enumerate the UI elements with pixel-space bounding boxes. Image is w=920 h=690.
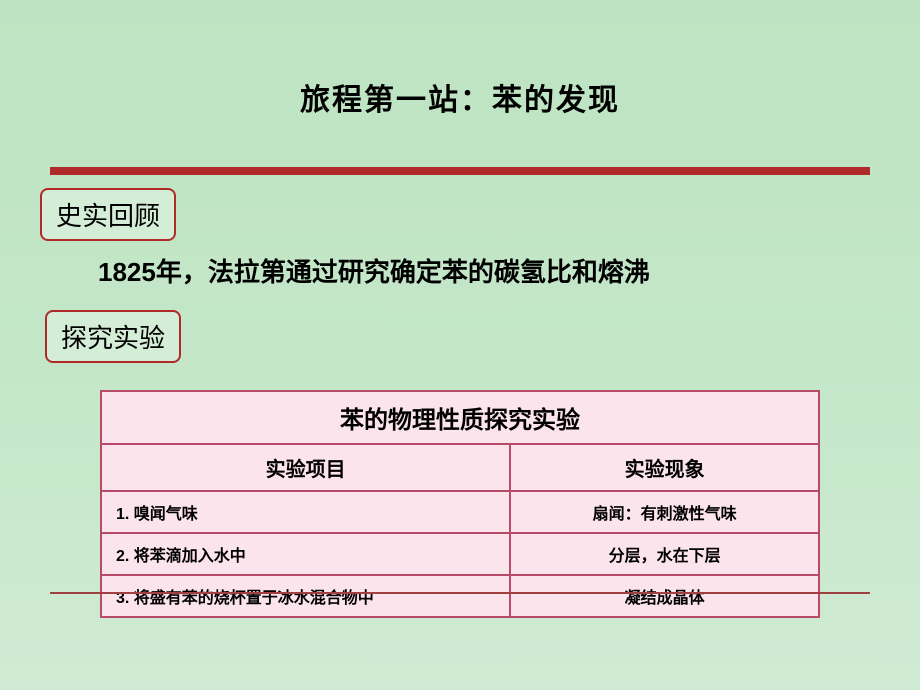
history-text: 1825年，法拉第通过研究确定苯的碳氢比和熔沸 bbox=[98, 250, 858, 294]
title-divider bbox=[50, 167, 870, 175]
table-row: 1. 嗅闻气味 扇闻：有刺激性气味 bbox=[101, 491, 819, 533]
history-badge: 史实回顾 bbox=[40, 188, 176, 241]
table-title: 苯的物理性质探究实验 bbox=[101, 391, 819, 444]
slide-title: 旅程第一站：苯的发现 bbox=[0, 0, 920, 119]
table-header-row: 实验项目 实验现象 bbox=[101, 444, 819, 491]
col-header-item: 实验项目 bbox=[101, 444, 510, 491]
bottom-divider bbox=[50, 592, 870, 594]
table-cell: 3. 将盛有苯的烧杯置于冰水混合物中 bbox=[101, 575, 510, 617]
table-cell: 凝结成晶体 bbox=[510, 575, 819, 617]
table-cell: 1. 嗅闻气味 bbox=[101, 491, 510, 533]
table-row: 2. 将苯滴加入水中 分层，水在下层 bbox=[101, 533, 819, 575]
experiment-table-container: 苯的物理性质探究实验 实验项目 实验现象 1. 嗅闻气味 扇闻：有刺激性气味 2… bbox=[100, 390, 820, 618]
table-title-row: 苯的物理性质探究实验 bbox=[101, 391, 819, 444]
experiment-table: 苯的物理性质探究实验 实验项目 实验现象 1. 嗅闻气味 扇闻：有刺激性气味 2… bbox=[100, 390, 820, 618]
table-cell: 扇闻：有刺激性气味 bbox=[510, 491, 819, 533]
experiment-badge: 探究实验 bbox=[45, 310, 181, 363]
table-cell: 2. 将苯滴加入水中 bbox=[101, 533, 510, 575]
col-header-phenomenon: 实验现象 bbox=[510, 444, 819, 491]
table-row: 3. 将盛有苯的烧杯置于冰水混合物中 凝结成晶体 bbox=[101, 575, 819, 617]
table-cell: 分层，水在下层 bbox=[510, 533, 819, 575]
